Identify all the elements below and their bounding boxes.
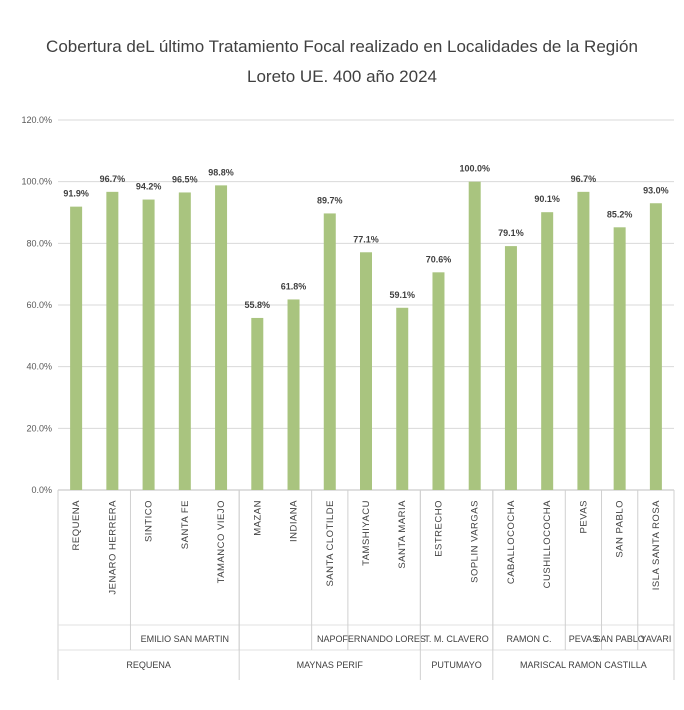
district-label: RAMON C. (507, 634, 552, 644)
bar (396, 307, 409, 490)
bar (432, 272, 445, 490)
data-label: 91.9% (63, 189, 89, 199)
x-tick-label: SANTA CLOTILDE (325, 500, 336, 587)
gridlines: 0.0% 20.0% 40.0% 60.0% 80.0% 100.0% 120.0% (21, 115, 674, 495)
x-tick-label: TAMSHIYACU (361, 500, 372, 566)
data-label: 90.1% (534, 194, 560, 204)
district-label: YAVARI (640, 634, 671, 644)
y-tick-label: 80.0% (26, 238, 52, 248)
data-label: 70.6% (426, 254, 452, 264)
district-label: PEVAS (569, 634, 598, 644)
data-labels: 91.9% 96.7% 94.2% 96.5% 98.8% 55.8% 61.8% 89.7%… (63, 164, 668, 310)
x-tick-label: SANTA FE (180, 500, 191, 549)
x-axis: REQUENA JENARO HERRERA SINTICO SANTA FE TAMA… (57, 490, 675, 680)
data-label: 85.2% (607, 209, 633, 219)
district-label: FERNANDO LORES (342, 634, 426, 644)
x-tick-label: CABALLOCOCHA (506, 500, 517, 584)
x-tick-label: PEVAS (578, 500, 589, 533)
bar (577, 191, 590, 490)
data-label: 98.8% (208, 167, 234, 177)
bar (360, 252, 372, 490)
bar (323, 213, 336, 491)
x-tick-label: SAN PABLO (615, 500, 626, 558)
y-tick-label: 0.0% (31, 485, 52, 495)
x-tick-label: ESTRECHO (433, 500, 444, 557)
bar (215, 185, 228, 490)
district-label: SAN PABLO (594, 634, 644, 644)
bar (468, 181, 481, 490)
bar (142, 199, 155, 491)
y-tick-label: 60.0% (26, 300, 52, 310)
data-label: 94.2% (136, 182, 162, 192)
bar (287, 299, 300, 490)
x-tick-label: SOPLIN VARGAS (470, 500, 481, 583)
x-tick-label: REQUENA (71, 500, 82, 551)
province-label: MARISCAL RAMON CASTILLA (520, 660, 647, 670)
x-tick-label: TAMANCO VIEJO (216, 500, 227, 583)
province-label: MAYNAS PERIF (297, 660, 364, 670)
x-tick-label: CUSHILLOCOCHA (542, 500, 553, 588)
district-label: T. M. CLAVERO (424, 634, 488, 644)
data-label: 89.7% (317, 195, 343, 205)
x-tick-label: MAZAN (252, 500, 263, 536)
bar (649, 203, 662, 490)
chart-title-line-1: Cobertura deL último Tratamiento Focal r… (46, 37, 638, 56)
y-tick-label: 40.0% (26, 362, 52, 372)
bar (251, 317, 264, 490)
x-tick-label: SANTA MARIA (397, 500, 408, 569)
data-label: 61.8% (281, 281, 307, 291)
x-tick-label: JENARO HERRERA (107, 500, 118, 595)
data-label: 77.1% (353, 234, 379, 244)
data-label: 55.8% (245, 300, 271, 310)
district-label: EMILIO SAN MARTIN (141, 634, 229, 644)
bar (504, 246, 517, 490)
district-label: NAPO (317, 634, 343, 644)
y-tick-label: 120.0% (21, 115, 52, 125)
x-tick-label: SINTICO (144, 500, 155, 542)
data-label: 93.0% (643, 185, 669, 195)
y-tick-label: 20.0% (26, 423, 52, 433)
bar (541, 212, 554, 491)
chart-title-line-2: Loreto UE. 400 año 2024 (247, 67, 437, 86)
x-tick-label: ISLA SANTA ROSA (651, 500, 662, 590)
y-tick-label: 100.0% (21, 177, 52, 187)
bar (178, 192, 191, 491)
data-label: 96.5% (172, 174, 198, 184)
bar (106, 191, 119, 490)
data-label: 79.1% (498, 228, 524, 238)
bars (70, 181, 662, 491)
data-label: 100.0% (459, 164, 490, 174)
data-label: 59.1% (389, 290, 415, 300)
province-label: PUTUMAYO (431, 660, 481, 670)
bar (613, 227, 626, 491)
province-label: REQUENA (126, 660, 171, 670)
data-label: 96.7% (571, 174, 597, 184)
x-tick-label: INDIANA (289, 500, 300, 542)
bar (70, 206, 83, 490)
data-label: 96.7% (100, 174, 126, 184)
